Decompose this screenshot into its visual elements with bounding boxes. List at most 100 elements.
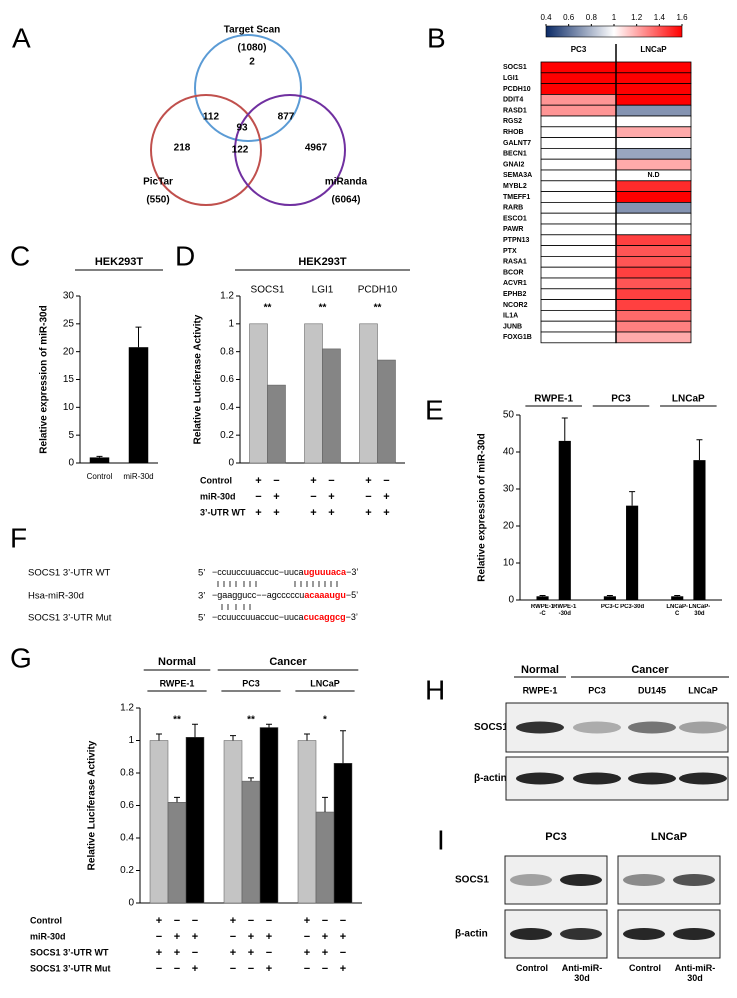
- venn-region-count: 93: [236, 123, 248, 134]
- y-tick-label: 1.2: [220, 291, 234, 302]
- venn-set-count: (550): [146, 195, 169, 206]
- condition-mark: +: [192, 931, 198, 943]
- heatmap-cell: [615, 83, 692, 95]
- blot-band: [510, 928, 552, 940]
- row-label: ESCO1: [503, 215, 527, 222]
- error-bar: [174, 796, 180, 803]
- lane-label: DU145: [638, 685, 666, 695]
- y-tick-label: 50: [503, 410, 515, 421]
- condition-mark: +: [322, 947, 328, 959]
- bar: [259, 727, 279, 904]
- y-tick-label: 25: [63, 318, 75, 329]
- venn-region-count: 877: [278, 112, 295, 123]
- heatmap-cell: [615, 331, 692, 344]
- panel-letter: B: [427, 22, 446, 53]
- error-bar: [561, 417, 568, 441]
- condition-mark: +: [365, 507, 371, 519]
- x-tick-label: RWPE-1-30d: [553, 604, 577, 617]
- heatmap-cell: [540, 212, 617, 225]
- condition-mark: −: [328, 475, 334, 487]
- condition-mark: +: [174, 931, 180, 943]
- heatmap-cell: [615, 266, 692, 279]
- heatmap-cell: [540, 158, 617, 171]
- supergroup-label: Cancer: [269, 656, 307, 668]
- bar: [304, 323, 323, 464]
- venn-region-count: 218: [174, 143, 191, 154]
- column-label: LNCaP: [640, 45, 667, 54]
- venn-circle: [194, 34, 302, 142]
- condition-mark: +: [230, 915, 236, 927]
- row-label: ACVR1: [503, 280, 527, 287]
- seed-region: cucaggcg: [304, 612, 346, 622]
- bar: [267, 384, 286, 464]
- bar: [322, 348, 341, 464]
- group-label: RWPE-1: [160, 678, 195, 688]
- heatmap-cell: [540, 255, 617, 268]
- condition-mark: +: [383, 507, 389, 519]
- condition-mark: −: [248, 963, 254, 975]
- y-tick-label: 0: [508, 595, 514, 606]
- bar: [603, 596, 616, 600]
- row-label: RGS2: [503, 118, 522, 125]
- condition-mark: +: [310, 507, 316, 519]
- sequence: −ccuuccuuaccuc−uucacucaggcg−3’: [212, 612, 358, 622]
- heatmap-cell: [615, 115, 692, 128]
- blot-band: [560, 874, 602, 886]
- condition-label: miR-30d: [200, 491, 236, 501]
- heatmap-cell: [615, 320, 692, 333]
- row-label: PTX: [503, 248, 517, 255]
- heatmap-cell: [540, 234, 617, 247]
- sequence-end: −3’: [346, 567, 358, 577]
- row-label: TMEFF1: [503, 194, 530, 201]
- heatmap-cell: [615, 201, 692, 214]
- chart-title: HEK293T: [298, 256, 347, 268]
- heatmap-cell: [615, 299, 692, 311]
- heatmap-cell: [615, 277, 692, 290]
- heatmap-cell: [540, 191, 617, 203]
- y-tick-label: 0.4: [120, 833, 134, 844]
- condition-mark: +: [230, 947, 236, 959]
- heatmap-cell: [615, 255, 692, 268]
- heatmap-cell: [540, 147, 617, 160]
- venn-set-name: miRanda: [325, 177, 368, 188]
- blot-band: [628, 772, 676, 785]
- y-tick-label: 5: [68, 430, 74, 441]
- colorbar-tick-label: 0.6: [563, 13, 575, 22]
- lane-label: LNCaP: [688, 685, 718, 695]
- row-label: SOCS1: [503, 64, 527, 71]
- y-tick-label: 0.4: [220, 402, 234, 413]
- blot-band: [628, 721, 676, 734]
- venn-set-count: (6064): [332, 195, 361, 206]
- sequence-end: 5’: [198, 568, 205, 579]
- x-tick-label: RWPE-1-C: [530, 604, 555, 617]
- condition-mark: +: [310, 475, 316, 487]
- blot-row-label: β-actin: [455, 929, 488, 940]
- error-bar: [230, 735, 236, 741]
- blot-row-label: SOCS1: [455, 875, 489, 886]
- y-tick-label: 10: [503, 558, 515, 569]
- row-label: FOXG1B: [503, 334, 532, 341]
- condition-mark: −: [340, 947, 346, 959]
- condition-mark: −: [322, 963, 328, 975]
- lane-label-box: Anti-miR-30d: [562, 963, 603, 983]
- y-tick-label: 1: [128, 735, 134, 746]
- heatmap-cell: [615, 158, 692, 171]
- row-label: PAWR: [503, 226, 523, 233]
- condition-mark: +: [248, 947, 254, 959]
- blot-band: [673, 874, 715, 886]
- condition-mark: −: [340, 915, 346, 927]
- blot-band: [673, 928, 715, 940]
- condition-mark: −: [304, 963, 310, 975]
- venn-circle: [234, 94, 346, 206]
- panel-letter: D: [175, 240, 195, 271]
- venn-circle: [150, 94, 262, 206]
- lane-label: PC3: [588, 685, 606, 695]
- y-tick-label: 1.2: [120, 703, 134, 714]
- condition-mark: +: [266, 931, 272, 943]
- row-label: PTPN13: [503, 237, 530, 244]
- na-label: N.D: [647, 172, 659, 179]
- condition-mark: +: [273, 491, 279, 503]
- bar: [167, 802, 187, 904]
- heatmap-cell: [615, 104, 692, 117]
